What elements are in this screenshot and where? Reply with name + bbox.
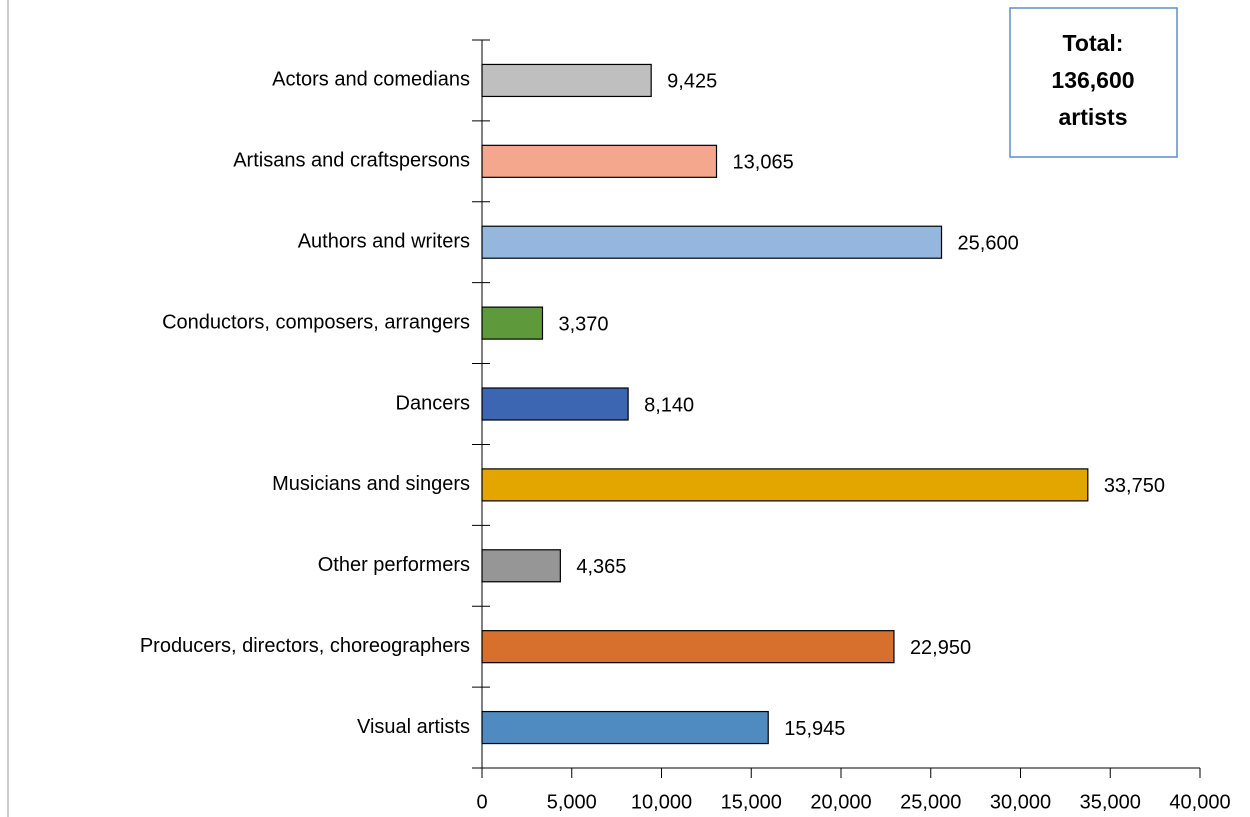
annotation-line: 136,600 xyxy=(1051,67,1134,93)
data-label: 33,750 xyxy=(1104,475,1165,497)
y-tick-label: Musicians and singers xyxy=(272,473,470,495)
y-tick-label: Producers, directors, choreographers xyxy=(140,635,470,657)
y-tick-label: Visual artists xyxy=(357,716,470,738)
data-label: 22,950 xyxy=(910,637,971,659)
data-label: 15,945 xyxy=(784,718,845,740)
bar xyxy=(481,549,561,583)
annotation-box xyxy=(1009,7,1178,158)
bar xyxy=(481,225,943,259)
bar xyxy=(481,468,1089,502)
x-tick-label: 15,000 xyxy=(721,791,782,813)
x-tick-label: 10,000 xyxy=(631,791,692,813)
x-tick-label: 20,000 xyxy=(810,791,871,813)
bar xyxy=(481,63,652,98)
annotation: Total: 136,600 artists xyxy=(1051,30,1134,130)
data-label: 4,365 xyxy=(576,556,626,578)
y-tick-label: Actors and comedians xyxy=(272,69,470,91)
data-label: 13,065 xyxy=(733,152,794,174)
annotation-line: artists xyxy=(1058,104,1127,130)
bar xyxy=(481,144,718,178)
x-tick-label: 40,000 xyxy=(1169,791,1230,813)
bar xyxy=(481,630,895,664)
x-tick-label: 35,000 xyxy=(1080,791,1141,813)
x-tick-label: 25,000 xyxy=(900,791,961,813)
y-tick-label: Other performers xyxy=(318,554,470,576)
x-tick-label: 5,000 xyxy=(547,791,597,813)
data-label: 3,370 xyxy=(558,313,608,335)
y-tick-label: Dancers xyxy=(396,392,470,414)
x-tick-label: 30,000 xyxy=(990,791,1051,813)
bar xyxy=(481,710,769,745)
data-label: 9,425 xyxy=(667,71,717,93)
annotation-line: Total: xyxy=(1063,30,1124,56)
y-tick-label: Authors and writers xyxy=(298,231,470,253)
x-tick-label: 0 xyxy=(476,791,487,813)
bar xyxy=(481,306,544,340)
data-label: 8,140 xyxy=(644,394,694,416)
data-label: 25,600 xyxy=(958,233,1019,255)
bar xyxy=(481,387,629,421)
y-tick-label: Conductors, composers, arrangers xyxy=(162,311,470,333)
y-tick-label: Artisans and craftspersons xyxy=(233,150,470,172)
